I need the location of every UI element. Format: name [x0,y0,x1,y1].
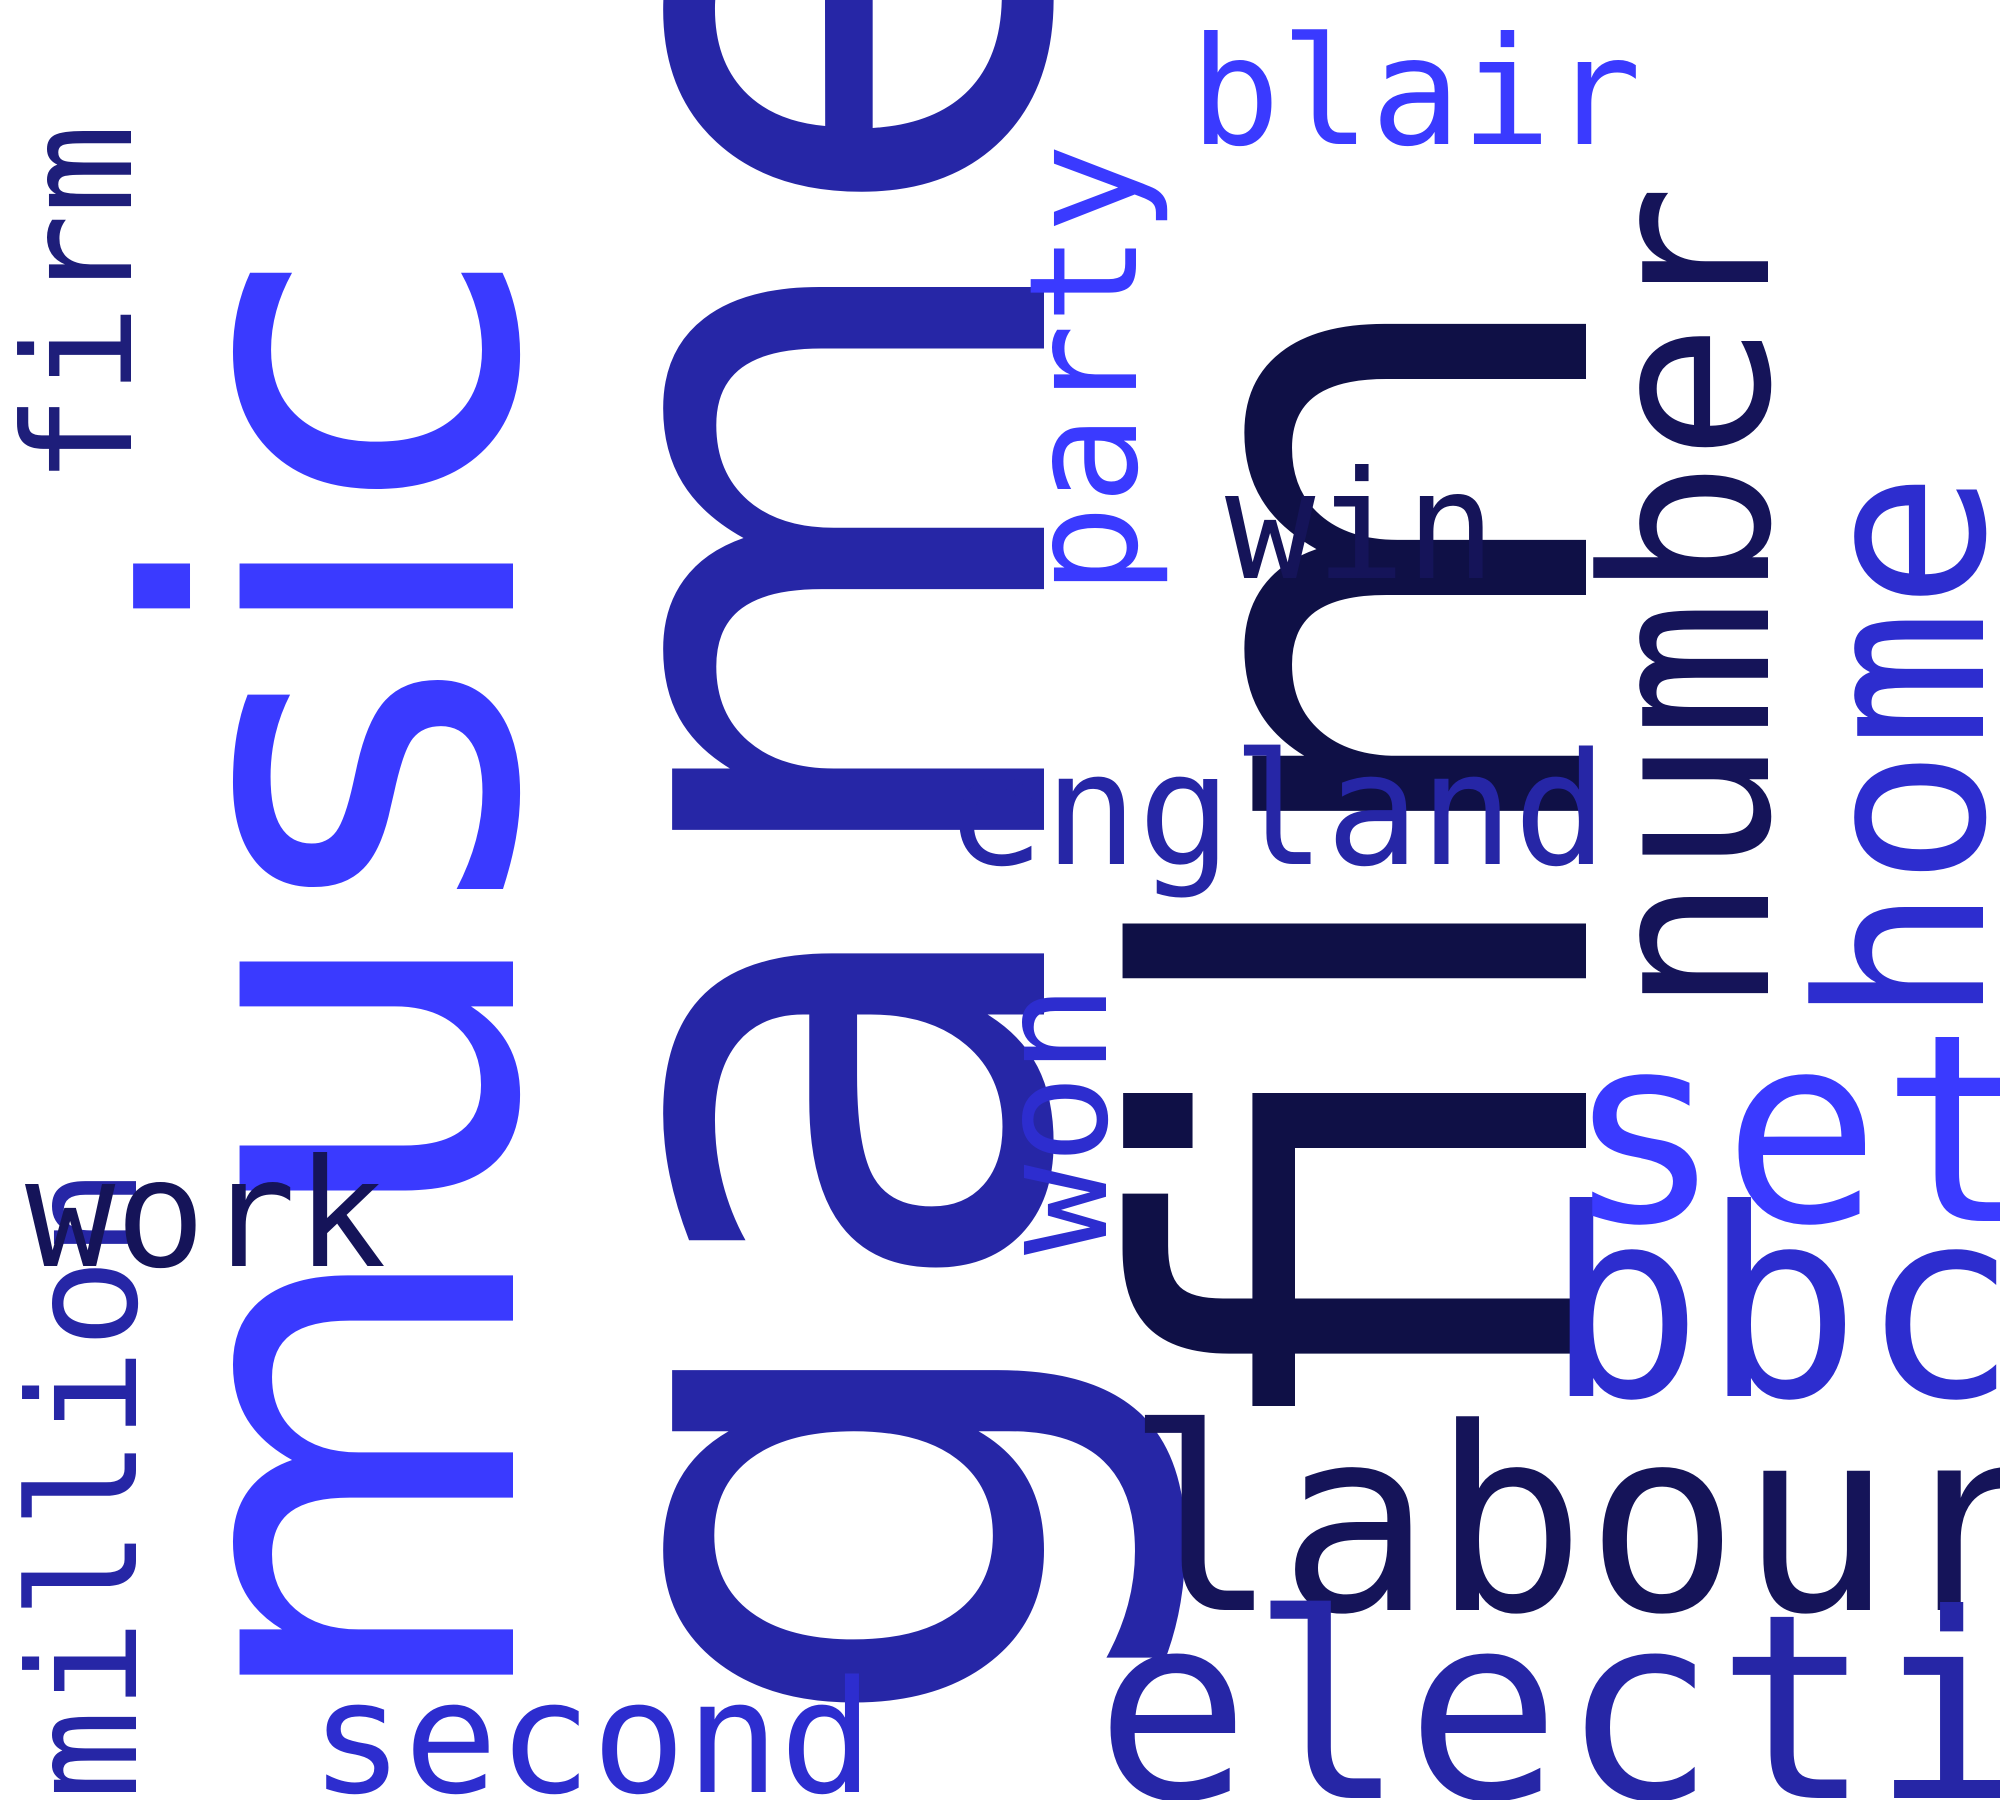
word-firm: firm [0,123,167,485]
word-party: party [998,143,1172,595]
word-won: won [968,984,1142,1255]
word-election: election [1095,1559,2000,1800]
word-bbc: bbc [1545,1153,2000,1458]
word-second: second [310,1647,874,1800]
word-set: set [1565,978,2000,1283]
word-england: england [950,719,1608,901]
word-work: work [25,1128,387,1302]
word-labour: labour [1125,1374,2000,1671]
word-home: home [1771,471,2000,1025]
word-blair: blair [1190,6,1642,180]
word-win: win [1225,440,1496,614]
